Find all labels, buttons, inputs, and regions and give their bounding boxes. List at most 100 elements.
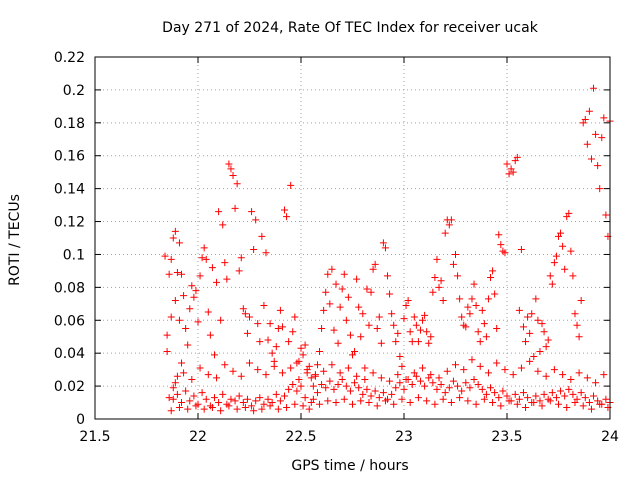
data-point — [470, 376, 478, 384]
data-point — [524, 394, 532, 402]
data-point — [237, 254, 245, 262]
data-point — [557, 387, 565, 395]
data-point — [583, 374, 591, 382]
data-point — [246, 359, 253, 367]
data-point — [392, 384, 400, 392]
data-point — [511, 390, 519, 398]
x-tick-label: 23 — [395, 429, 413, 445]
data-point — [223, 275, 231, 283]
data-point — [357, 333, 365, 341]
data-point — [210, 394, 218, 402]
axis-ticks — [94, 56, 611, 420]
data-point — [326, 377, 334, 385]
data-point — [561, 392, 569, 400]
data-point — [548, 280, 556, 288]
data-point — [264, 336, 272, 344]
data-point — [579, 402, 587, 410]
data-point — [365, 399, 373, 407]
data-point — [359, 310, 367, 318]
data-point — [281, 206, 289, 214]
data-point — [439, 395, 447, 403]
data-point — [202, 395, 210, 403]
data-point — [184, 341, 192, 349]
data-point — [544, 336, 552, 344]
data-point — [254, 320, 262, 328]
data-point — [190, 293, 198, 301]
data-point — [526, 357, 534, 365]
data-point — [246, 313, 253, 321]
data-point — [466, 310, 474, 318]
data-point — [484, 295, 492, 303]
data-point — [225, 160, 233, 168]
data-point — [167, 255, 175, 263]
data-point — [175, 239, 183, 247]
data-point — [596, 400, 604, 408]
data-point — [388, 390, 396, 398]
data-point — [328, 361, 336, 369]
data-point — [262, 371, 270, 379]
data-point — [369, 369, 377, 377]
data-point — [546, 397, 554, 405]
data-point — [419, 364, 427, 372]
data-point — [256, 394, 264, 402]
data-point — [416, 377, 424, 385]
data-point — [501, 249, 509, 257]
data-point — [340, 270, 348, 278]
data-point — [194, 318, 202, 326]
data-point — [519, 323, 527, 331]
data-point — [536, 348, 544, 356]
data-point — [462, 379, 470, 387]
data-point — [200, 405, 208, 413]
data-point — [229, 171, 237, 179]
data-point — [355, 384, 363, 392]
data-point — [462, 323, 470, 331]
data-point — [344, 364, 352, 372]
data-point — [285, 338, 293, 346]
data-point — [342, 316, 350, 324]
data-point — [377, 374, 385, 382]
data-point — [258, 405, 266, 413]
data-point — [196, 364, 204, 372]
data-point — [573, 321, 581, 329]
data-point — [404, 297, 412, 305]
data-point — [330, 326, 338, 334]
data-point — [353, 372, 361, 380]
data-point — [435, 283, 443, 291]
data-point — [369, 265, 377, 273]
data-point — [324, 270, 332, 278]
data-point — [585, 399, 593, 407]
data-point — [297, 382, 305, 390]
data-point — [190, 392, 198, 400]
data-point — [538, 402, 546, 410]
data-point — [447, 399, 455, 407]
data-point — [252, 216, 260, 224]
data-point — [221, 361, 229, 369]
data-point — [390, 400, 398, 408]
data-point — [452, 250, 459, 258]
data-point — [241, 310, 249, 318]
y-tick-label: 0.14 — [54, 182, 85, 198]
data-point — [400, 315, 408, 323]
data-point — [423, 328, 431, 336]
data-point — [163, 348, 171, 356]
data-point — [482, 333, 490, 341]
data-point — [522, 338, 530, 346]
data-point — [169, 384, 177, 392]
data-point — [196, 272, 204, 280]
data-point — [328, 265, 336, 273]
data-point — [489, 267, 497, 275]
data-point — [204, 308, 212, 316]
data-point — [410, 369, 418, 377]
data-point — [373, 402, 381, 410]
data-point — [289, 380, 297, 388]
data-point — [178, 270, 186, 278]
data-point — [175, 316, 183, 324]
data-point — [192, 402, 200, 410]
y-tick-label: 0.16 — [54, 149, 85, 165]
data-point — [206, 331, 214, 339]
data-point — [276, 306, 284, 314]
data-point — [565, 385, 573, 393]
data-point — [283, 213, 291, 221]
data-point — [513, 400, 521, 408]
